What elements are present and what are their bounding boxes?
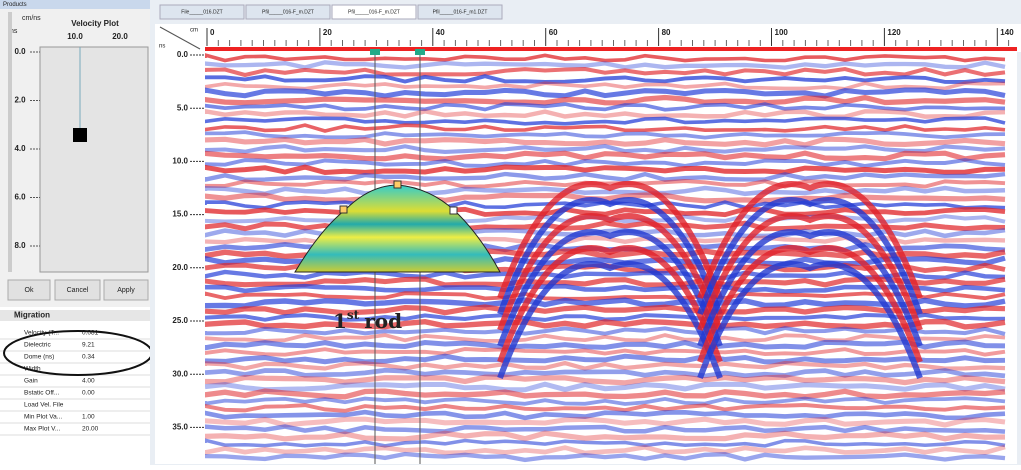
- top-tick: 20.0: [112, 32, 128, 41]
- screen: Products cm/ns ns Velocity Plot 10.0 20.…: [0, 0, 1021, 465]
- dome-handle[interactable]: [340, 206, 347, 213]
- scrollbar[interactable]: [8, 12, 12, 272]
- y-unit: ns: [159, 44, 165, 50]
- x-tick: 60: [549, 28, 558, 37]
- side-tick: 8.0: [14, 241, 26, 250]
- property-name: Dome (ns): [24, 354, 54, 361]
- y-tick: 10.0: [172, 157, 188, 166]
- property-name: Dielectric: [24, 342, 51, 349]
- x-tick: 100: [775, 28, 789, 37]
- side-tick: 0.0: [14, 47, 26, 56]
- unit: cm/ns: [22, 15, 41, 22]
- page: Products cm/ns ns Velocity Plot 10.0 20.…: [0, 0, 1021, 465]
- velocity-plot-title: Velocity Plot: [71, 19, 119, 28]
- panel-header-text: Products: [3, 2, 27, 8]
- property-value: 1.00: [82, 414, 95, 421]
- x-tick: 120: [887, 28, 901, 37]
- dome-handle[interactable]: [394, 181, 401, 188]
- cursor-handle[interactable]: [370, 49, 380, 55]
- property-name: Max Plot V...: [24, 426, 60, 433]
- y-tick: 30.0: [172, 369, 188, 378]
- y-tick: 35.0: [172, 423, 188, 432]
- tab-label: Pfil_____016-F_m.DZT: [262, 9, 314, 15]
- y-tick: 15.0: [172, 210, 188, 219]
- property-value: 20.00: [82, 426, 99, 433]
- property-name: Min Plot Va...: [24, 414, 62, 421]
- side-tick: 4.0: [14, 144, 26, 153]
- tab-label: Pfil_____016-F_m.DZT: [348, 9, 400, 15]
- side-tick: 2.0: [14, 96, 26, 105]
- property-title: Migration: [14, 311, 50, 320]
- y-tick: 5.0: [177, 103, 189, 112]
- side-tick: 6.0: [14, 193, 26, 202]
- tab-label: Pfil_____016-F_m1.DZT: [433, 9, 488, 15]
- property-name: Gain: [24, 378, 38, 385]
- property-name: Bstatic Off...: [24, 390, 59, 397]
- y-ruler: [155, 24, 205, 464]
- x-tick: 20: [323, 28, 332, 37]
- velocity-plot: [40, 47, 148, 272]
- dome-handle[interactable]: [450, 207, 457, 214]
- x-tick: 80: [662, 28, 671, 37]
- tab-label: File_____016.DZT: [181, 9, 222, 15]
- property-value: 0.00: [82, 390, 95, 397]
- velocity-marker[interactable]: [73, 128, 87, 142]
- y-tick: 25.0: [172, 316, 188, 325]
- property-name: Load Vel. File: [24, 402, 64, 409]
- x-tick: 0: [210, 28, 215, 37]
- property-value: 9.21: [82, 342, 95, 349]
- y-tick: 20.0: [172, 263, 188, 272]
- y-tick: 0.0: [177, 50, 189, 59]
- x-tick: 40: [436, 28, 445, 37]
- property-value: 4.00: [82, 378, 95, 385]
- cursor-handle[interactable]: [415, 49, 425, 55]
- x-tick: 140: [1000, 28, 1014, 37]
- property-value: 0.34: [82, 354, 95, 361]
- top-tick: 10.0: [67, 32, 83, 41]
- x-unit: cm: [190, 28, 198, 34]
- button-label: Cancel: [67, 287, 89, 294]
- button-label: Apply: [117, 287, 135, 294]
- button-label: Ok: [25, 287, 34, 294]
